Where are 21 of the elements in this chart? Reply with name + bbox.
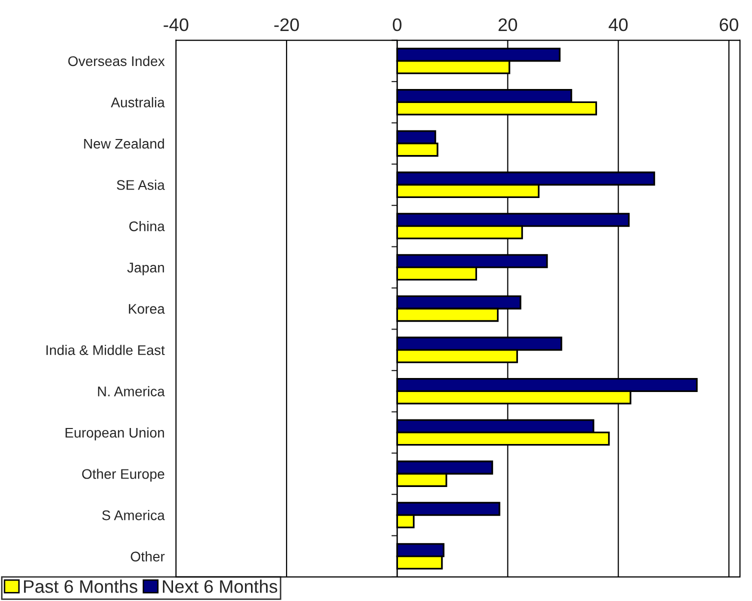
x-tick-label: 20 (498, 18, 518, 32)
legend-label: Next 6 Months (162, 580, 278, 593)
x-tick-label: -20 (274, 18, 299, 32)
y-tick-label: Korea (128, 304, 165, 314)
x-tick-label: 0 (392, 18, 402, 32)
x-tick-label: -40 (164, 18, 188, 32)
y-tick-label: SE Asia (116, 180, 165, 190)
y-tick-label: Other Europe (82, 468, 164, 482)
y-tick-label: N. America (98, 386, 165, 396)
y-tick-label: India & Middle East (46, 344, 165, 356)
y-tick-label: Japan (127, 262, 164, 276)
legend-label: Past 6 Months (24, 580, 138, 593)
y-tick-label: Other (130, 551, 165, 562)
y-tick-label: New Zealand (84, 138, 164, 149)
y-tick-label: Overseas Index (68, 56, 165, 66)
y-tick-label: European Union (66, 427, 164, 440)
y-tick-label: Australia (110, 97, 165, 108)
x-tick-label: 60 (720, 18, 738, 32)
x-tick-label: 40 (608, 18, 628, 32)
y-tick-label: S America (102, 510, 165, 520)
y-tick-label: China (129, 221, 165, 232)
